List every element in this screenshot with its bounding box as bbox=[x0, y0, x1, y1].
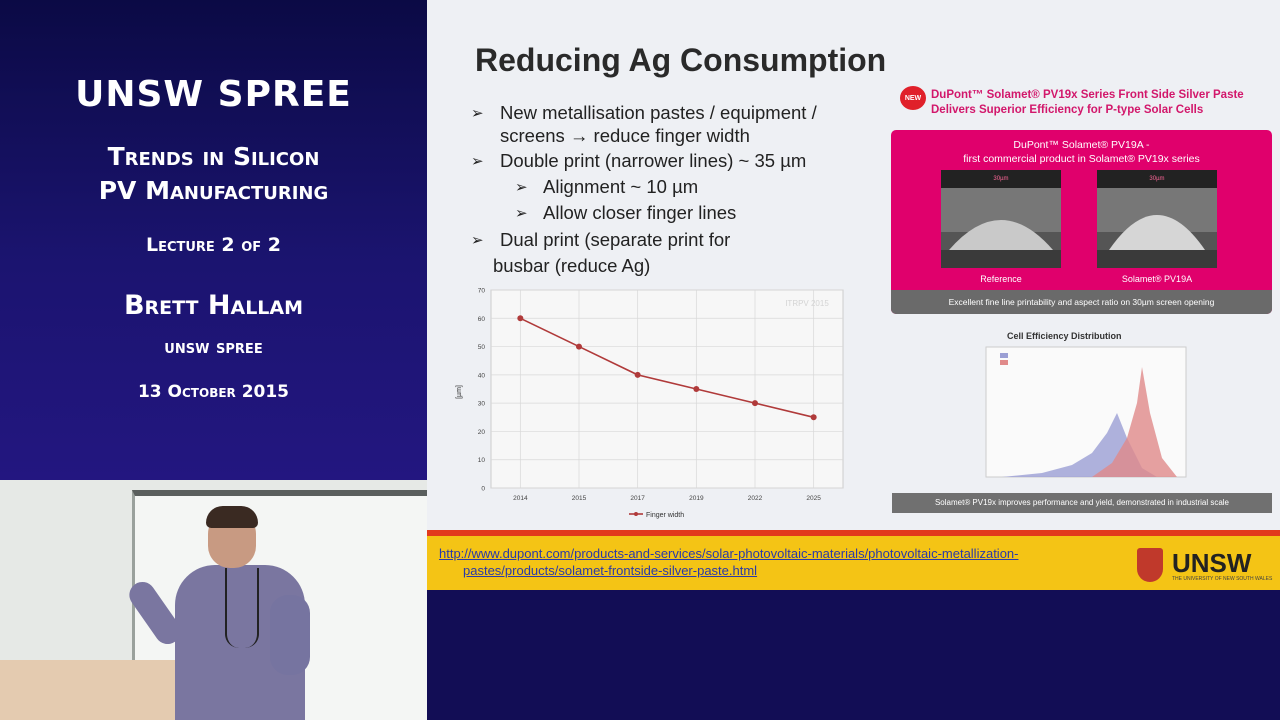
slide-footer-bar: http://www.dupont.com/products-and-servi… bbox=[427, 530, 1280, 590]
sub-bullet-arrow-icon: ➢ bbox=[515, 205, 528, 222]
data-points bbox=[517, 315, 817, 421]
presentation-slide: Reducing Ag Consumption ➢ New metallisat… bbox=[427, 0, 1280, 590]
bullet-arrow-icon: ➢ bbox=[471, 232, 484, 249]
speaker-arm bbox=[270, 595, 310, 675]
speaker-video bbox=[0, 480, 427, 720]
y-tick-label: 20 bbox=[478, 429, 486, 436]
sem-label-reference: Reference bbox=[980, 274, 1022, 284]
bullet-text: Double print (narrower lines) ~ 35 µm bbox=[500, 150, 807, 171]
bullet-item: New metallisation pastes / equipment / s… bbox=[500, 101, 817, 147]
bullet-text: Dual print (separate print for bbox=[500, 229, 731, 250]
unsw-logo: UNSW bbox=[1172, 548, 1252, 578]
speaker-hair bbox=[206, 506, 258, 528]
x-tick-label: 2025 bbox=[806, 495, 821, 502]
y-tick-label: 30 bbox=[478, 401, 486, 408]
lecture-subtitle-line2: PV Manufacturing bbox=[98, 176, 329, 205]
lecture-subtitle-line1: Trends in Silicon bbox=[107, 142, 320, 171]
background-fill bbox=[427, 590, 1280, 720]
product-box-title-line: first commercial product in Solamet® PV1… bbox=[963, 153, 1200, 165]
lecture-info-panel: UNSW SPREE Trends in Silicon PV Manufact… bbox=[0, 0, 427, 480]
legend-label: Finger width bbox=[646, 512, 684, 519]
bullet-arrow-icon: ➢ bbox=[471, 105, 484, 122]
sub-bullet-text: Alignment ~ 10 µm bbox=[543, 176, 699, 197]
y-axis-label: [µm] bbox=[456, 385, 463, 399]
product-box-title-line: DuPont™ Solamet® PV19A - bbox=[1013, 139, 1150, 151]
sem-image-pv19a: 30µm bbox=[1097, 170, 1217, 268]
sem-image-reference: 30µm bbox=[941, 170, 1061, 268]
lecture-date: 13 October 2015 bbox=[137, 382, 290, 402]
histogram-title: Cell Efficiency Distribution bbox=[1007, 331, 1122, 341]
slide-title: Reducing Ag Consumption bbox=[475, 42, 887, 78]
org-title: UNSW SPREE bbox=[75, 74, 352, 115]
x-tick-label: 2015 bbox=[572, 495, 587, 502]
y-tick-label: 40 bbox=[478, 372, 486, 379]
footer-accent-line bbox=[427, 530, 1280, 536]
y-tick-label: 10 bbox=[478, 457, 486, 464]
bullet-arrow-icon: ➢ bbox=[471, 153, 484, 170]
y-axis-ticks: 0 10 20 30 40 50 60 70 bbox=[478, 288, 486, 493]
histogram-footer: Solamet® PV19x improves performance and … bbox=[892, 493, 1272, 513]
data-point bbox=[752, 400, 758, 407]
dupont-headline-line: DuPont™ Solamet® PV19x Series Front Side… bbox=[931, 89, 1244, 101]
unsw-crest-icon bbox=[1137, 548, 1163, 582]
source-link[interactable]: http://www.dupont.com/products-and-servi… bbox=[439, 546, 1019, 561]
sem-scale-label: 30µm bbox=[1149, 176, 1164, 182]
sub-bullet-arrow-icon: ➢ bbox=[515, 179, 528, 196]
lanyard bbox=[225, 568, 259, 648]
plot-area bbox=[490, 289, 844, 489]
x-tick-label: 2022 bbox=[748, 495, 763, 502]
data-point bbox=[576, 343, 582, 350]
y-tick-label: 0 bbox=[481, 486, 485, 493]
sem-label-pv19a: Solamet® PV19A bbox=[1121, 274, 1193, 284]
x-tick-label: 2014 bbox=[513, 495, 528, 502]
new-badge: NEW bbox=[900, 86, 926, 110]
data-point bbox=[693, 386, 700, 392]
presenter-affiliation: unsw spree bbox=[164, 336, 263, 358]
lecture-number: Lecture 2 of 2 bbox=[145, 234, 282, 256]
legend-marker bbox=[634, 512, 638, 516]
y-tick-label: 70 bbox=[478, 288, 486, 295]
product-box-footer: Excellent fine line printability and asp… bbox=[891, 290, 1272, 314]
source-link-continued[interactable]: pastes/products/solamet-frontside-silver… bbox=[463, 563, 758, 578]
bullet-text: New metallisation pastes / equipment / bbox=[500, 102, 817, 123]
product-box-title: DuPont™ Solamet® PV19A - first commercia… bbox=[891, 138, 1272, 166]
y-tick-label: 50 bbox=[478, 344, 486, 351]
x-axis-ticks: 2014 2015 2017 2019 2022 2025 bbox=[513, 495, 821, 502]
dupont-product-box: DuPont™ Solamet® PV19A - first commercia… bbox=[891, 130, 1272, 314]
presenter-name: Brett Hallam bbox=[123, 290, 304, 321]
unsw-logo-subtext: THE UNIVERSITY OF NEW SOUTH WALES bbox=[1172, 576, 1273, 582]
chart-grid bbox=[491, 289, 843, 489]
dupont-headline: DuPont™ Solamet® PV19x Series Front Side… bbox=[931, 88, 1244, 118]
series-line bbox=[519, 317, 814, 419]
data-point bbox=[634, 371, 641, 378]
data-point bbox=[517, 315, 524, 322]
bullet-text: screens → reduce finger width bbox=[500, 125, 750, 146]
sem-scale-label: 30µm bbox=[993, 176, 1008, 182]
dupont-headline-line: Delivers Superior Efficiency for P-type … bbox=[931, 104, 1204, 116]
y-tick-label: 60 bbox=[478, 316, 486, 323]
bullet-text: busbar (reduce Ag) bbox=[493, 255, 651, 276]
finger-width-chart: 0 10 20 30 40 50 60 70 2014 2015 2017 2019 2022 2025… bbox=[456, 288, 844, 519]
lectern bbox=[0, 660, 180, 720]
data-point bbox=[810, 414, 817, 421]
x-tick-label: 2019 bbox=[689, 495, 704, 502]
x-tick-label: 2017 bbox=[630, 495, 645, 502]
efficiency-histogram bbox=[985, 346, 1187, 478]
chart-watermark: ITRPV 2015 bbox=[785, 299, 829, 308]
sub-bullet-text: Allow closer finger lines bbox=[543, 202, 737, 223]
